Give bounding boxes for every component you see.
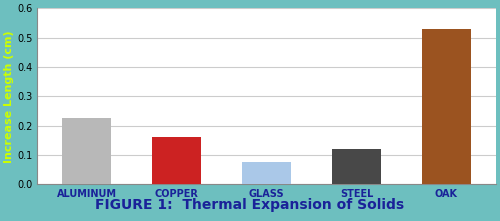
Bar [332, 149, 381, 184]
Bar [422, 29, 471, 184]
Bar [62, 118, 112, 184]
Text: FIGURE 1:  Thermal Expansion of Solids: FIGURE 1: Thermal Expansion of Solids [96, 198, 405, 212]
Y-axis label: Increase Length (cm): Increase Length (cm) [4, 30, 14, 162]
Bar [242, 162, 291, 184]
Bar [152, 137, 202, 184]
